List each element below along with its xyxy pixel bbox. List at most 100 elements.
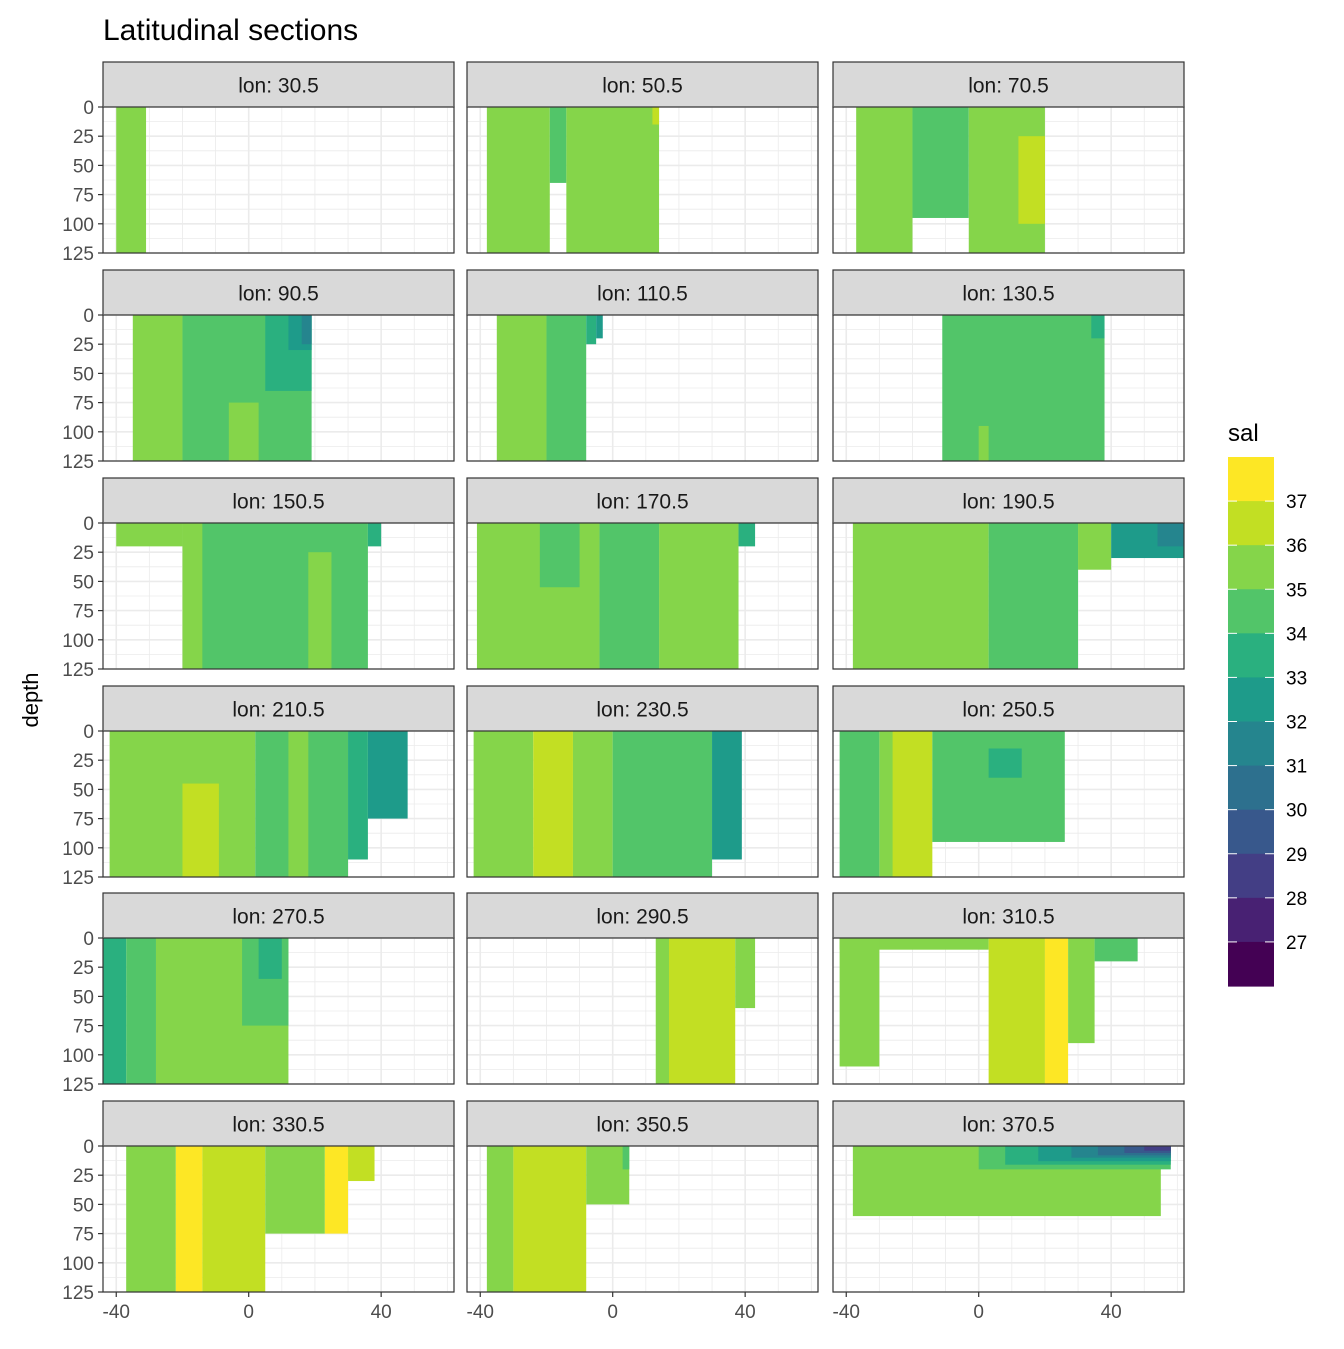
legend-swatch (1228, 457, 1274, 502)
salinity-band (308, 552, 332, 669)
x-tick-label: 0 (243, 1302, 254, 1323)
salinity-band (348, 1146, 375, 1182)
salinity-band (367, 523, 382, 547)
x-tick-label: 0 (973, 1302, 984, 1323)
chart-title: Latitudinal sections (103, 14, 358, 47)
legend-swatch (1228, 501, 1274, 546)
salinity-band (572, 731, 613, 877)
salinity-band (622, 1146, 630, 1170)
panel-border (102, 314, 455, 462)
salinity-band (182, 783, 219, 877)
salinity-bands (116, 523, 382, 669)
x-tick-label: -40 (833, 1302, 860, 1323)
salinity-band (1018, 136, 1045, 224)
facet-panel: lon: 370.5 -40 0 40 (832, 1100, 1185, 1323)
y-tick-label: 100 (62, 215, 94, 236)
panel-border (466, 522, 819, 670)
legend-swatch (1228, 809, 1274, 855)
salinity-band (668, 938, 736, 1084)
facet-strip (102, 477, 455, 524)
y-tick-label: 75 (73, 810, 94, 831)
facet-strip (466, 892, 819, 939)
salinity-band (228, 402, 259, 461)
x-tick-label: 40 (1101, 1302, 1122, 1323)
facet-strip (102, 892, 455, 939)
x-tick-label: -40 (467, 1302, 494, 1323)
legend-colorbar (1228, 457, 1274, 987)
salinity-band (988, 748, 1022, 778)
legend: sal 37 36 35 34 33 32 31 30 29 28 27 (1228, 420, 1308, 987)
salinity-band (586, 1146, 630, 1205)
salinity-band (473, 731, 534, 877)
legend-label: 36 (1286, 536, 1307, 557)
facet-strip-label: lon: 250.5 (962, 699, 1054, 722)
facet-strip (102, 269, 455, 316)
salinity-band (116, 523, 183, 547)
y-tick-label: 0 (83, 514, 94, 535)
salinity-band (599, 523, 660, 669)
y-tick-label: 100 (62, 1254, 94, 1275)
salinity-bands (103, 938, 289, 1084)
legend-title: sal (1228, 420, 1259, 447)
salinity-band (1068, 938, 1095, 1044)
salinity-band (103, 938, 127, 1084)
legend-label: 28 (1286, 889, 1307, 910)
legend-swatch (1228, 721, 1274, 767)
facet-panel: lon: 190.5 (832, 477, 1185, 670)
facet-strip (102, 61, 455, 108)
facet-panel: lon: 70.5 (832, 61, 1185, 254)
facet-panel: lon: 170.5 (466, 477, 819, 670)
salinity-band (932, 731, 1065, 842)
y-tick-label: 100 (62, 839, 94, 860)
salinity-band (301, 315, 312, 345)
salinity-band (549, 107, 567, 183)
facet-panel: lon: 250.5 (832, 685, 1185, 878)
legend-label: 37 (1286, 492, 1307, 513)
legend-swatch (1228, 589, 1274, 634)
facet-strip-label: lon: 190.5 (962, 491, 1054, 514)
y-axis-label: depth (18, 672, 43, 727)
y-tick-label: 125 (62, 244, 94, 265)
panel-border (832, 522, 1185, 670)
facet-strip-label: lon: 350.5 (596, 1114, 688, 1137)
facet-panel: lon: 330.5 0 25 50 75 100 125 -40 0 40 (62, 1100, 455, 1323)
salinity-band (566, 107, 660, 253)
salinity-band (892, 731, 933, 877)
legend-label: 34 (1286, 624, 1308, 645)
facet-strip-label: lon: 270.5 (232, 906, 324, 929)
salinity-band (596, 315, 603, 339)
salinity-band (1094, 938, 1138, 962)
facet-strip-label: lon: 130.5 (962, 283, 1054, 306)
salinity-band (132, 315, 183, 461)
salinity-band (348, 731, 368, 860)
salinity-bands (852, 523, 1184, 669)
facet-panel: lon: 350.5 -40 0 40 (466, 1100, 819, 1323)
legend-label: 31 (1286, 757, 1307, 778)
facet-strip-label: lon: 90.5 (238, 283, 319, 306)
facet-panel: lon: 150.5 0 25 50 75 100 125 (62, 477, 455, 681)
salinity-band (735, 938, 756, 1009)
y-tick-label: 50 (73, 780, 94, 801)
y-tick-label: 50 (73, 987, 94, 1008)
salinity-bands (132, 315, 312, 461)
salinity-band (655, 938, 669, 1084)
y-tick-label: 0 (83, 722, 94, 743)
salinity-bands (473, 731, 742, 877)
facet-strip-label: lon: 70.5 (968, 75, 1049, 98)
legend-label: 27 (1286, 933, 1307, 954)
legend-swatch (1228, 545, 1274, 590)
facet-strip (102, 685, 455, 732)
legend-label: 29 (1286, 845, 1307, 866)
facet-strip (832, 1100, 1185, 1147)
facet-panel: lon: 230.5 (466, 685, 819, 878)
salinity-bands (126, 1146, 375, 1292)
panel-border (466, 937, 819, 1085)
facet-strip (832, 61, 1185, 108)
x-tick-label: 40 (735, 1302, 756, 1323)
y-tick-label: 25 (73, 1166, 94, 1187)
salinity-band (738, 523, 756, 547)
facet-strip-label: lon: 290.5 (596, 906, 688, 929)
facet-strip (832, 892, 1185, 939)
facet-strip (102, 1100, 455, 1147)
